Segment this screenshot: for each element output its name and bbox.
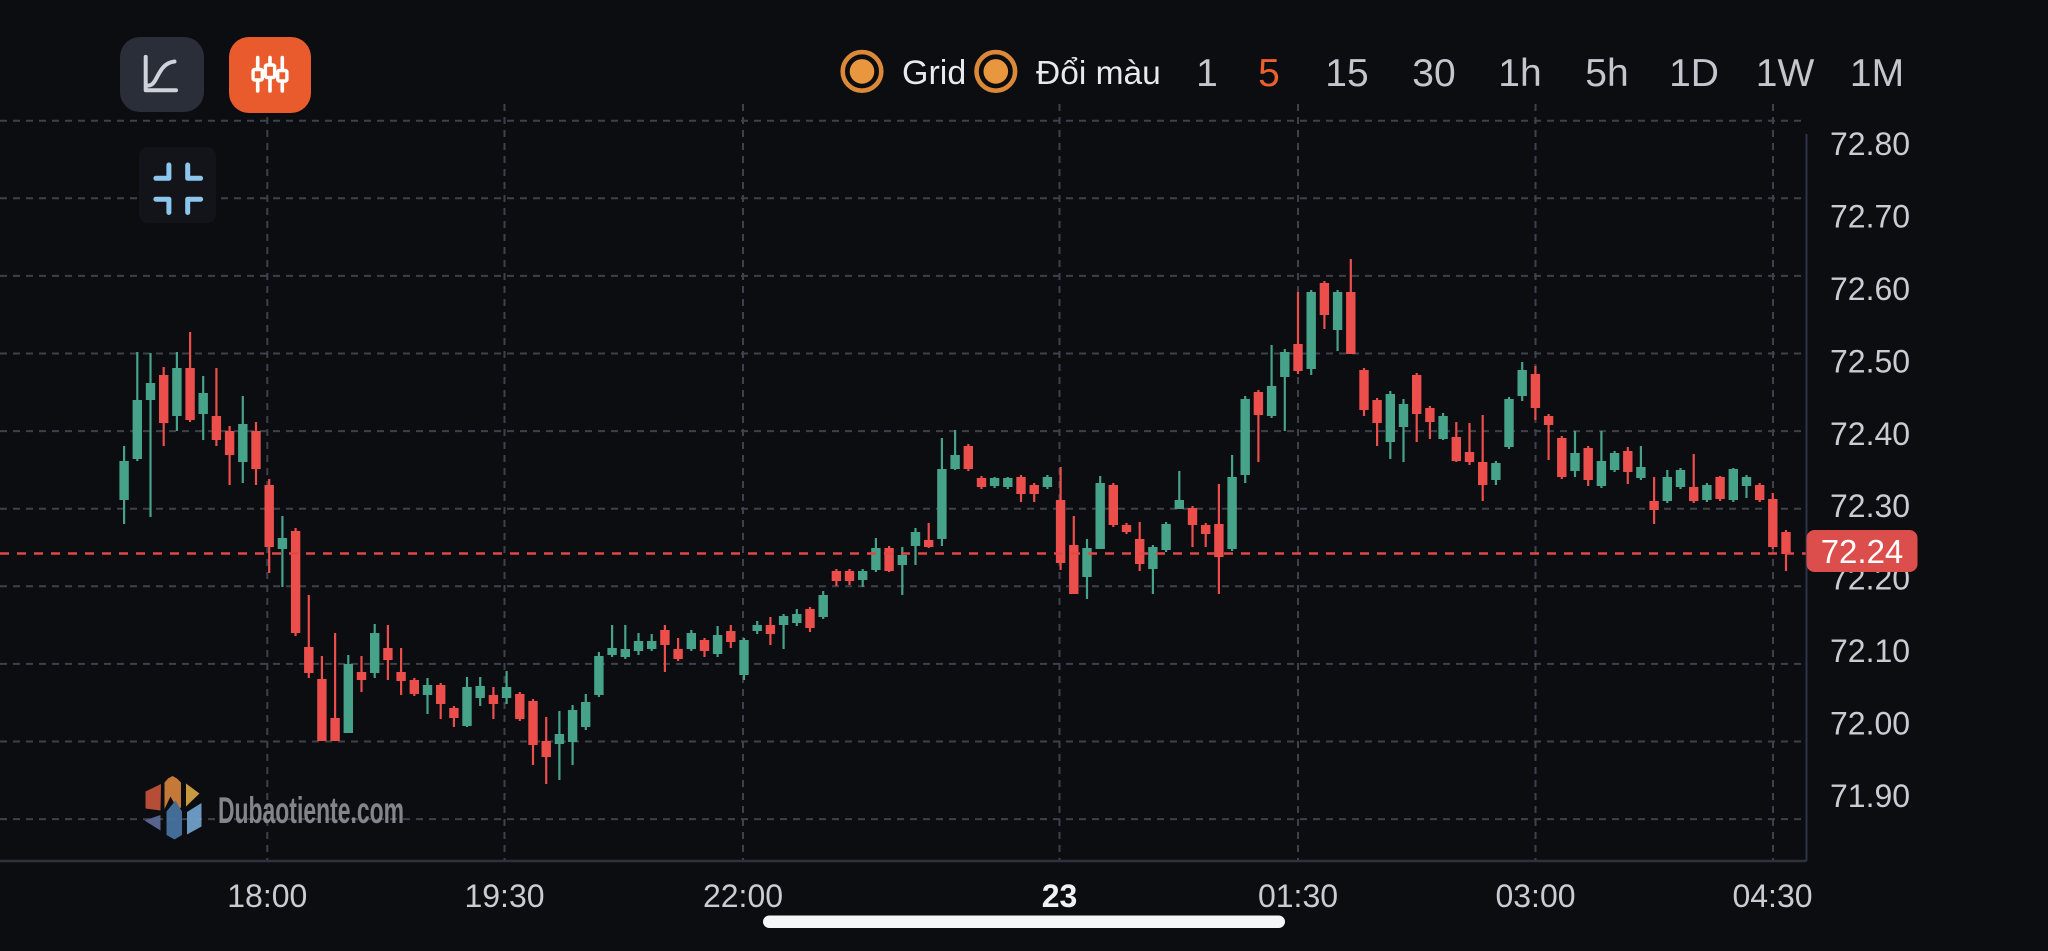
svg-text:1M: 1M xyxy=(1850,52,1904,95)
svg-text:72.50: 72.50 xyxy=(1830,343,1910,379)
svg-text:72.80: 72.80 xyxy=(1830,126,1910,162)
svg-text:1: 1 xyxy=(1196,52,1218,95)
svg-text:30: 30 xyxy=(1412,52,1455,95)
svg-text:03:00: 03:00 xyxy=(1495,878,1575,914)
svg-text:72.70: 72.70 xyxy=(1830,198,1910,234)
svg-text:72.24: 72.24 xyxy=(1821,533,1904,570)
svg-text:71.90: 71.90 xyxy=(1830,778,1910,814)
svg-text:1D: 1D xyxy=(1669,52,1719,95)
svg-text:5: 5 xyxy=(1258,52,1280,95)
svg-text:18:00: 18:00 xyxy=(227,878,307,914)
svg-text:19:30: 19:30 xyxy=(464,878,544,914)
svg-text:Dubaotiente.com: Dubaotiente.com xyxy=(218,789,404,831)
svg-text:01:30: 01:30 xyxy=(1258,878,1338,914)
svg-text:72.10: 72.10 xyxy=(1830,633,1910,669)
svg-text:1h: 1h xyxy=(1498,52,1541,95)
svg-text:72.40: 72.40 xyxy=(1830,416,1910,452)
svg-text:5h: 5h xyxy=(1585,52,1628,95)
svg-text:72.00: 72.00 xyxy=(1830,706,1910,742)
svg-text:Đổi màu: Đổi màu xyxy=(1036,55,1161,92)
svg-text:23: 23 xyxy=(1042,878,1078,914)
svg-text:72.60: 72.60 xyxy=(1830,271,1910,307)
svg-text:72.30: 72.30 xyxy=(1830,488,1910,524)
svg-text:22:00: 22:00 xyxy=(703,878,783,914)
svg-text:1W: 1W xyxy=(1756,52,1815,95)
svg-text:15: 15 xyxy=(1325,52,1368,95)
svg-text:Grid: Grid xyxy=(902,54,966,92)
svg-text:04:30: 04:30 xyxy=(1732,878,1812,914)
